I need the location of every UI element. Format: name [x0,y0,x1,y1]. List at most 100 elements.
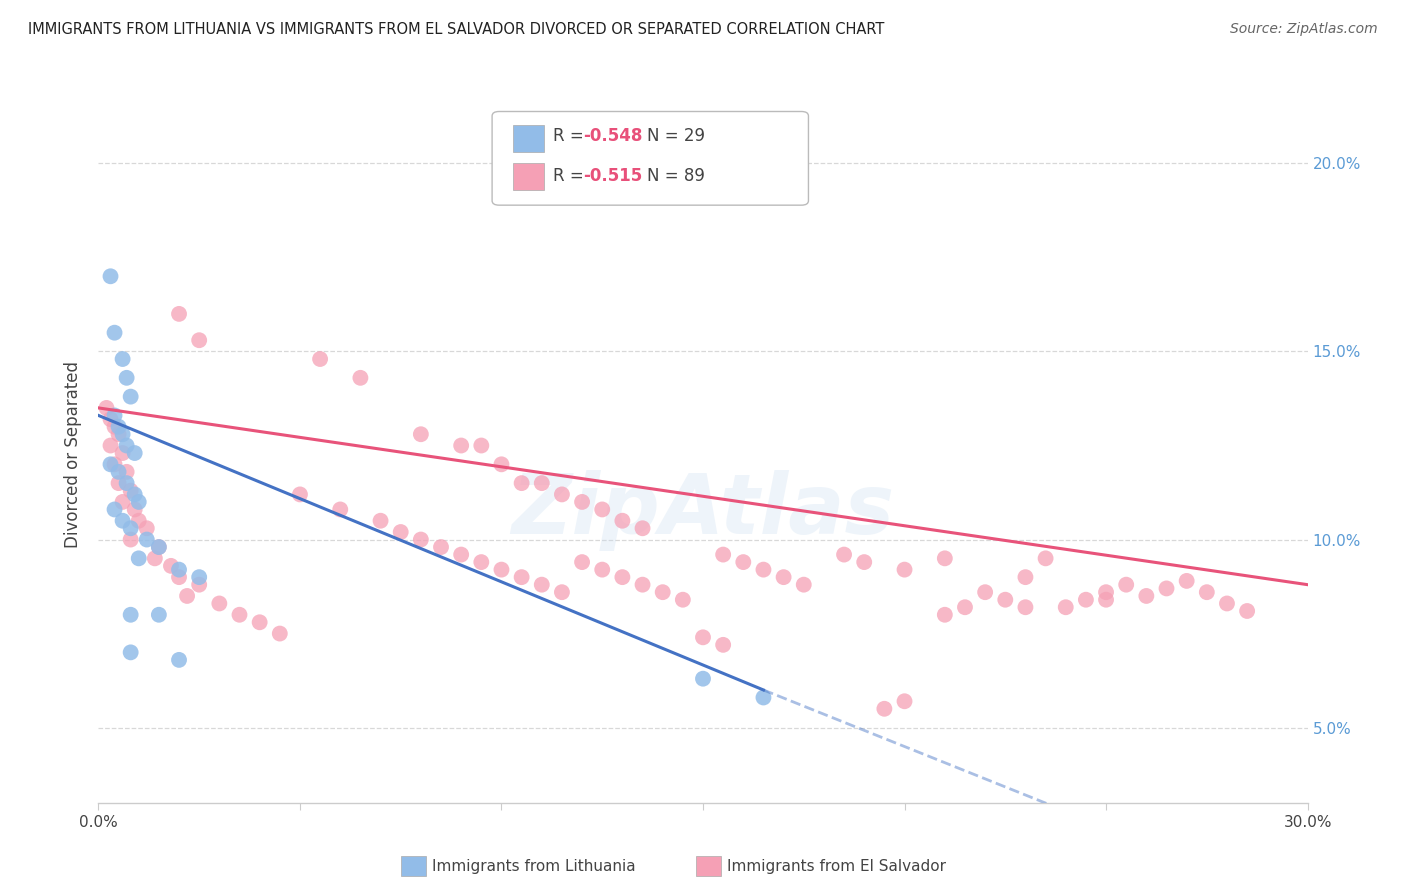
Point [188,333,211,347]
Point [934,551,956,566]
Point [128,495,150,509]
Point [591,502,613,516]
Point [107,476,129,491]
Point [1175,574,1198,588]
Point [1054,600,1077,615]
Point [450,548,472,562]
Point [491,458,513,472]
Point [107,427,129,442]
Point [115,371,138,385]
Point [100,438,122,452]
Point [111,514,134,528]
Text: Source: ZipAtlas.com: Source: ZipAtlas.com [1230,22,1378,37]
Point [96,401,118,415]
Point [370,514,392,528]
Point [135,533,157,547]
Point [571,495,593,509]
Point [1095,592,1118,607]
Point [1014,570,1036,584]
Point [1135,589,1157,603]
Point [100,269,122,284]
Point [188,577,211,591]
Text: N = 89: N = 89 [647,167,704,185]
Point [128,551,150,566]
Point [120,533,142,547]
Point [1156,582,1178,596]
Point [591,563,613,577]
Point [450,438,472,452]
Point [430,540,453,554]
Point [672,592,695,607]
Point [953,600,976,615]
Point [551,487,574,501]
Point [115,476,138,491]
Point [111,446,134,460]
Point [631,577,654,591]
Point [120,521,142,535]
Point [651,585,673,599]
Point [1035,551,1057,566]
Point [1195,585,1218,599]
Point [612,514,634,528]
Point [107,465,129,479]
Point [853,555,876,569]
Point [100,458,122,472]
Point [249,615,271,630]
Point [832,548,855,562]
Point [148,540,170,554]
Point [288,487,311,501]
Point [612,570,634,584]
Point [692,672,714,686]
Point [148,607,170,622]
Point [470,438,492,452]
Point [167,563,190,577]
Point [470,555,492,569]
Point [893,563,915,577]
Point [510,570,533,584]
Point [120,607,142,622]
Point [772,570,794,584]
Point [120,390,142,404]
Point [974,585,997,599]
Point [103,409,125,423]
Point [103,419,125,434]
Point [934,607,956,622]
Point [329,502,352,516]
Point [1014,600,1036,615]
Point [167,570,190,584]
Point [733,555,755,569]
Point [793,577,815,591]
Point [167,653,190,667]
Point [269,626,291,640]
Point [510,476,533,491]
Point [124,502,146,516]
Point [228,607,250,622]
Text: -0.515: -0.515 [583,167,643,185]
Point [631,521,654,535]
Point [176,589,198,603]
Point [124,446,146,460]
Point [115,438,138,452]
Point [111,427,134,442]
Point [208,597,231,611]
Text: IMMIGRANTS FROM LITHUANIA VS IMMIGRANTS FROM EL SALVADOR DIVORCED OR SEPARATED C: IMMIGRANTS FROM LITHUANIA VS IMMIGRANTS … [28,22,884,37]
Text: R =: R = [553,167,589,185]
Text: Immigrants from Lithuania: Immigrants from Lithuania [432,859,636,873]
Point [143,551,166,566]
Point [551,585,574,599]
Point [530,577,553,591]
Point [128,514,150,528]
Point [692,630,714,644]
Text: R =: R = [553,128,589,145]
Point [389,524,412,539]
Point [160,558,183,573]
Point [167,307,190,321]
Point [752,690,775,705]
Text: ZipAtlas: ZipAtlas [512,470,894,551]
Point [111,495,134,509]
Point [711,638,734,652]
Text: Immigrants from El Salvador: Immigrants from El Salvador [727,859,946,873]
Point [120,483,142,498]
Point [571,555,593,569]
Text: N = 29: N = 29 [647,128,704,145]
